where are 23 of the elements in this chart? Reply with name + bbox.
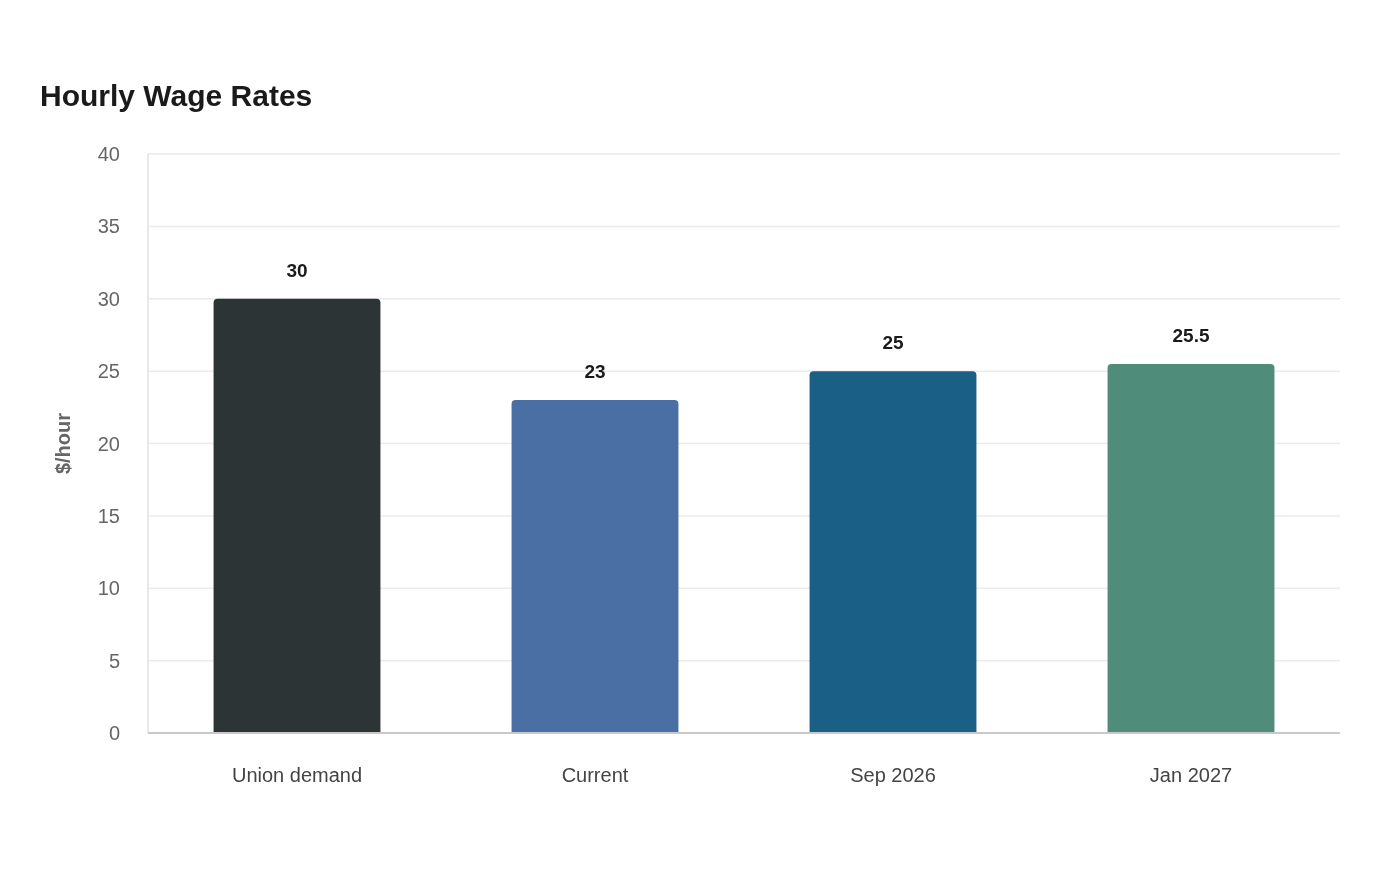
data-label: 25.5 (1172, 324, 1210, 346)
data-label: 30 (286, 259, 308, 281)
y-axis-title: $/hour (52, 412, 74, 475)
y-tick-label: 35 (97, 215, 120, 238)
y-tick-label: 10 (97, 577, 120, 600)
x-tick-label: Current (561, 764, 629, 786)
y-tick-label: 25 (97, 360, 120, 383)
data-label: 23 (584, 361, 606, 383)
y-tick-label: 15 (97, 504, 120, 527)
chart-title: Hourly Wage Rates (40, 79, 313, 112)
bar (809, 371, 977, 733)
y-tick-label: 40 (97, 143, 120, 165)
y-tick-label: 20 (97, 432, 120, 455)
y-tick-label: 5 (108, 649, 120, 672)
bar (511, 400, 679, 733)
y-tick-label: 0 (108, 722, 120, 744)
bar (1107, 363, 1275, 733)
x-tick-label: Jan 2027 (1149, 764, 1233, 786)
x-tick-label: Union demand (231, 764, 363, 786)
y-tick-label: 30 (97, 287, 120, 310)
data-label: 25 (882, 332, 904, 354)
x-tick-label: Sep 2026 (850, 764, 936, 786)
bar (213, 298, 381, 733)
